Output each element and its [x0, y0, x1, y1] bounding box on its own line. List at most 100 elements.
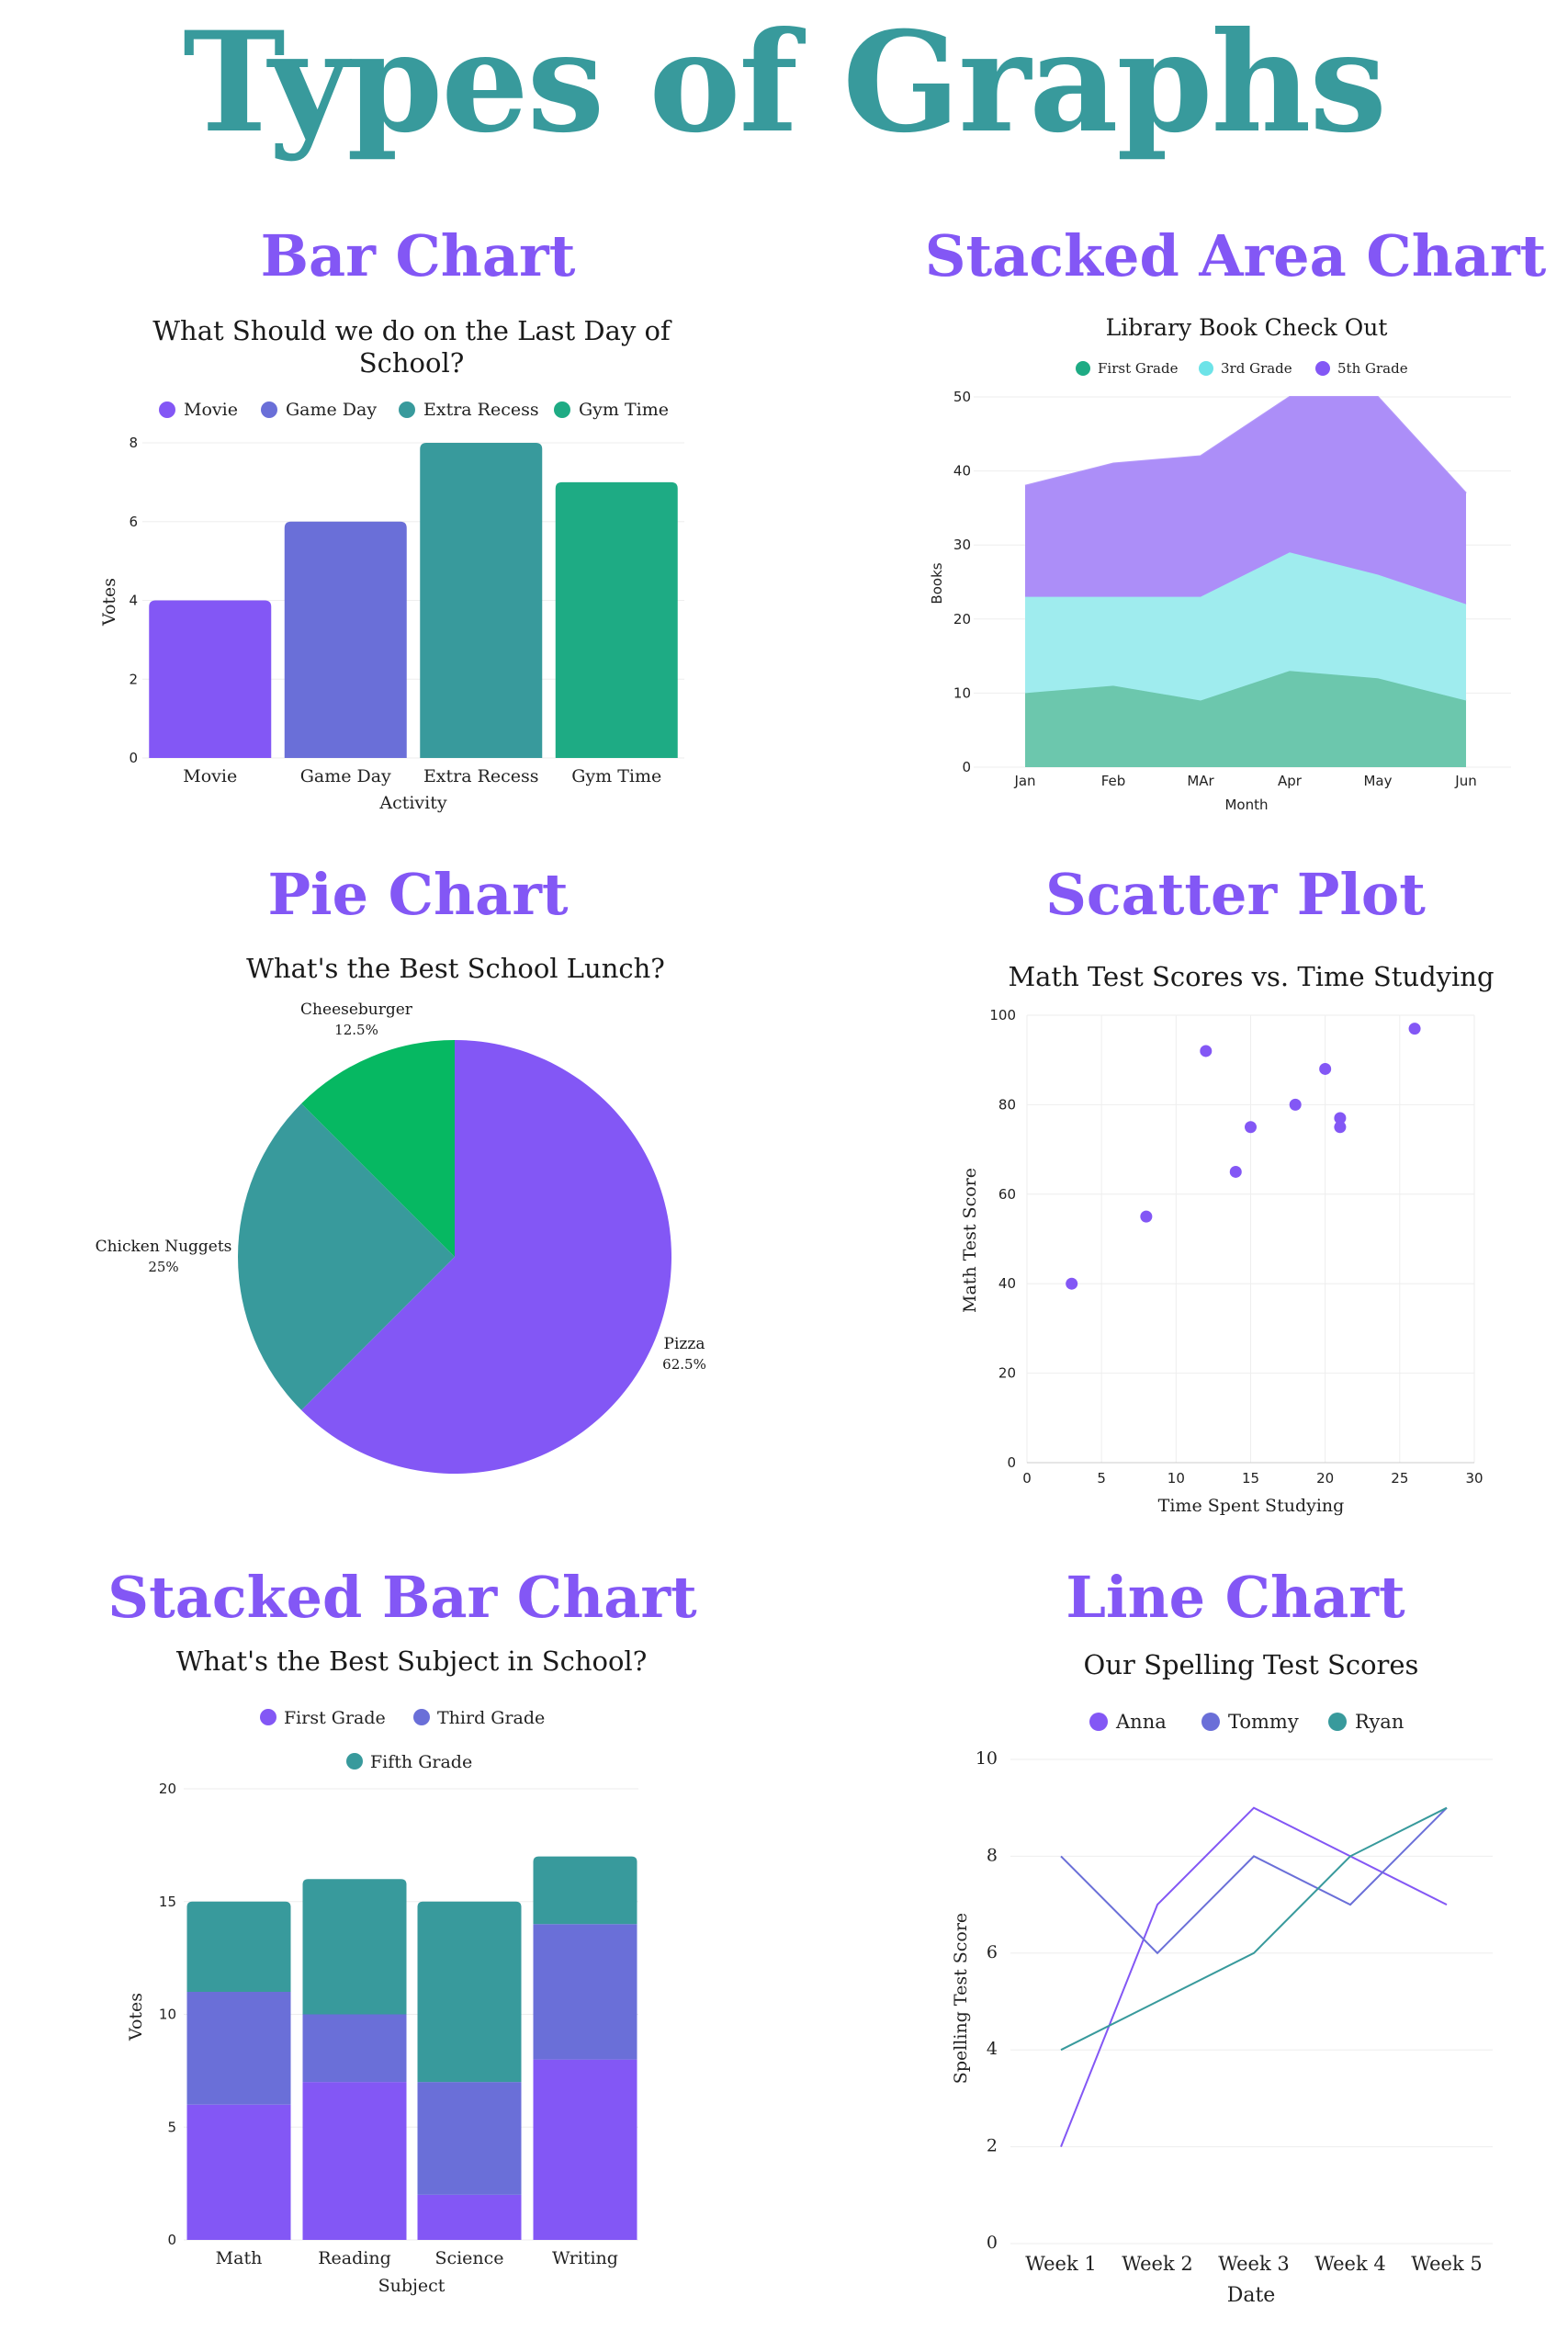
pie-chart-title: What's the Best School Lunch? [246, 953, 665, 984]
legend-swatch [554, 401, 570, 418]
area-chart-x-tick-label: Jun [1454, 773, 1476, 789]
line-chart-x-tick-label: Week 2 [1122, 2253, 1193, 2275]
line-chart-y-tick-label: 0 [987, 2233, 998, 2253]
stacked-bar-y-axis-label: Votes [126, 1993, 146, 2041]
legend-swatch [261, 401, 277, 418]
stacked-bar-segment [302, 2014, 407, 2083]
line-chart-title: Our Spelling Test Scores [1084, 1649, 1419, 1680]
bar [284, 521, 407, 758]
bar-chart-x-tick-label: Extra Recess [423, 766, 539, 786]
stacked-bar-segment [417, 2194, 522, 2240]
section-title-stacked-area-chart: Stacked Area Chart [925, 222, 1547, 289]
bar-chart-y-axis-label: Votes [99, 578, 119, 627]
pie-slice-percent: 12.5% [334, 1022, 378, 1038]
stacked-bar-x-axis-label: Subject [378, 2276, 446, 2296]
pie-slice-percent: 62.5% [662, 1356, 706, 1373]
line-chart-x-tick-label: Week 4 [1314, 2253, 1386, 2275]
legend-swatch [1201, 1713, 1220, 1731]
line-chart-x-tick-label: Week 3 [1218, 2253, 1290, 2275]
scatter-y-tick-label: 60 [998, 1186, 1016, 1203]
scatter-x-tick-label: 5 [1097, 1470, 1106, 1487]
area-chart-x-tick-label: Apr [1278, 773, 1303, 789]
scatter-x-tick-label: 20 [1316, 1470, 1334, 1487]
stacked-bar-y-tick-label: 15 [159, 1894, 176, 1910]
bar-chart-x-tick-label: Game Day [300, 766, 391, 786]
line-chart-y-tick-label: 2 [987, 2136, 998, 2156]
line-chart-y-tick-label: 6 [987, 1942, 998, 1962]
legend-swatch [1315, 361, 1330, 376]
line-chart-x-tick-label: Week 1 [1025, 2253, 1097, 2275]
legend-label: 3rd Grade [1221, 360, 1292, 377]
area-series [1025, 552, 1466, 701]
section-title-line-chart: Line Chart [1066, 1564, 1405, 1631]
scatter-point [1408, 1023, 1421, 1035]
legend-swatch [413, 1709, 430, 1725]
area-series [1025, 671, 1466, 767]
stacked-bar-segment [302, 2082, 407, 2240]
scatter-x-axis-label: Time Spent Studying [1158, 1496, 1345, 1516]
scatter-point [1200, 1045, 1213, 1057]
stacked-bar-x-tick-label: Science [434, 2248, 503, 2268]
pie-slice-label: Cheeseburger [300, 1001, 413, 1019]
stacked-bar-segment [302, 1879, 407, 2015]
section-title-scatter-plot: Scatter Plot [1045, 861, 1426, 928]
bar-chart-title-line-2: School? [359, 347, 465, 379]
legend-swatch [1076, 361, 1090, 376]
stacked-bar-y-tick-label: 10 [159, 2007, 176, 2023]
stacked-bar-segment [186, 1991, 291, 2105]
legend-swatch [399, 401, 415, 418]
bar-chart-y-tick-label: 0 [129, 750, 138, 766]
bar-chart-y-tick-label: 6 [129, 514, 138, 530]
line-chart-y-tick-label: 8 [987, 1845, 998, 1865]
legend-label: Anna [1115, 1711, 1167, 1733]
stacked-bar-y-tick-label: 20 [159, 1781, 176, 1797]
legend-label: Gym Time [579, 400, 669, 420]
stacked-bar-y-tick-label: 5 [167, 2119, 176, 2135]
legend-swatch [1089, 1713, 1108, 1731]
scatter-point [1140, 1210, 1153, 1223]
bar-chart-title-line-1: What Should we do on the Last Day of [152, 315, 672, 346]
stacked-bar-segment [533, 2059, 637, 2240]
area-chart-title: Library Book Check Out [1106, 314, 1388, 341]
scatter-x-tick-label: 25 [1391, 1470, 1408, 1487]
area-chart-y-tick-label: 30 [953, 537, 971, 553]
pie-slice [238, 1103, 455, 1410]
pie-slice [301, 1040, 455, 1257]
legend-label: 5th Grade [1337, 360, 1408, 377]
scatter-point [1334, 1112, 1347, 1125]
line-chart-x-tick-label: Week 5 [1411, 2253, 1483, 2275]
scatter-x-tick-label: 30 [1465, 1470, 1483, 1487]
line-chart-y-tick-label: 4 [987, 2039, 998, 2059]
line-chart-y-axis-label: Spelling Test Score [951, 1913, 971, 2084]
stacked-bar-chart-title: What's the Best Subject in School? [176, 1645, 648, 1677]
bar [420, 443, 543, 758]
scatter-x-tick-label: 10 [1168, 1470, 1185, 1487]
scatter-y-tick-label: 100 [989, 1007, 1016, 1023]
legend-label: Ryan [1355, 1711, 1404, 1733]
scatter-point [1319, 1062, 1332, 1075]
pie-slice [301, 1040, 672, 1475]
line-series [1060, 1806, 1448, 2147]
page-title: Types of Graphs [183, 2, 1387, 164]
area-chart-y-tick-label: 50 [953, 389, 971, 405]
scatter-y-tick-label: 80 [998, 1096, 1016, 1113]
scatter-point [1334, 1121, 1347, 1134]
scatter-y-tick-label: 40 [998, 1275, 1016, 1292]
bar-chart-x-tick-label: Gym Time [571, 766, 661, 786]
bar [149, 600, 272, 758]
legend-label: First Grade [284, 1708, 386, 1728]
stacked-bar-x-tick-label: Writing [552, 2248, 618, 2268]
scatter-point [1245, 1121, 1257, 1134]
area-series-edge [1024, 396, 1467, 494]
stacked-bar-y-tick-label: 0 [167, 2232, 176, 2248]
scatter-x-tick-label: 15 [1242, 1470, 1259, 1487]
area-chart-x-tick-label: May [1363, 773, 1392, 789]
stacked-bar-segment [417, 1901, 522, 2083]
stacked-bar-segment [417, 2082, 522, 2195]
line-series [1060, 1806, 1448, 2052]
area-chart-y-axis-label: Books [929, 562, 945, 604]
scatter-point [1066, 1277, 1078, 1290]
legend-label: Tommy [1228, 1711, 1299, 1733]
stacked-bar-x-tick-label: Math [216, 2248, 263, 2268]
